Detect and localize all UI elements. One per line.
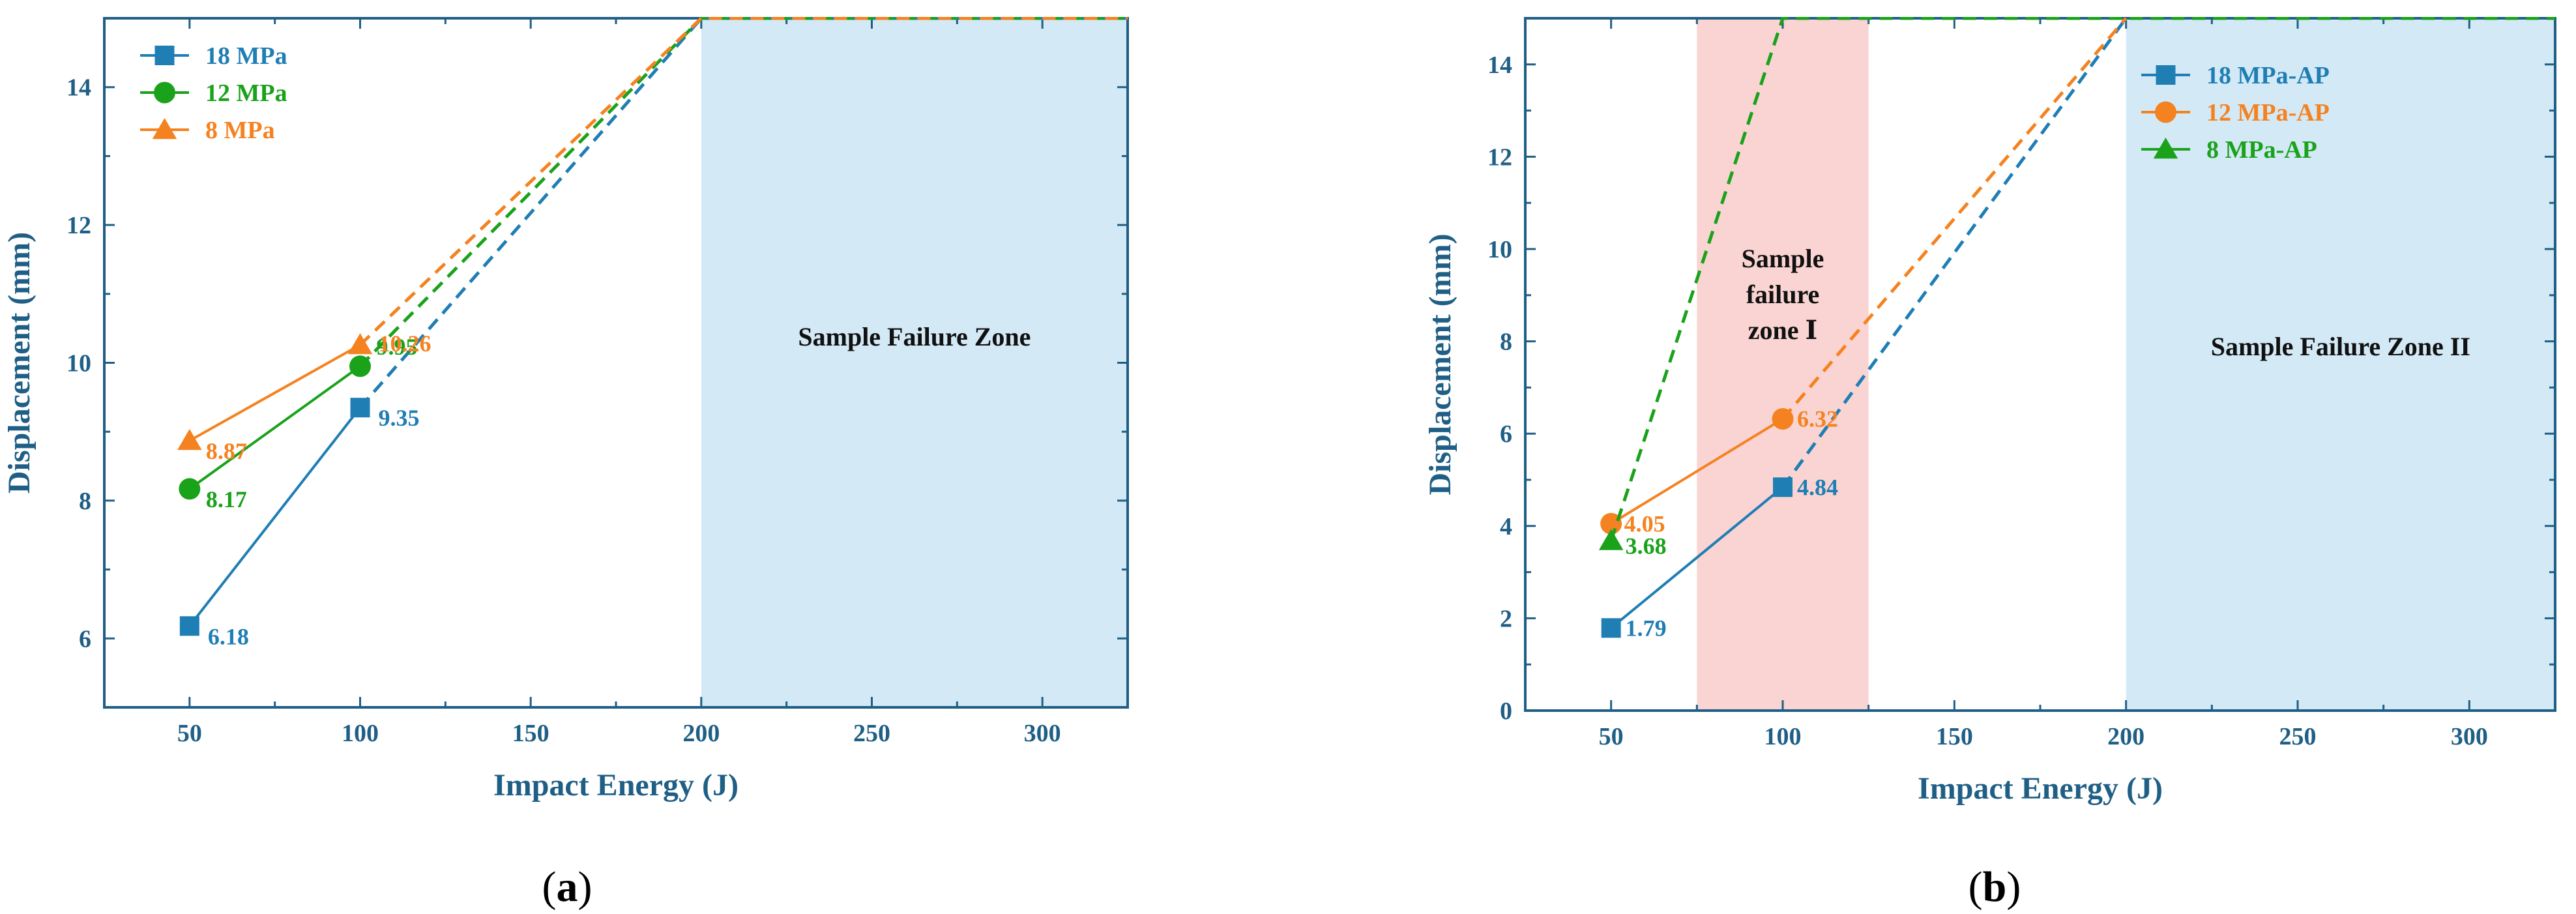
chart-panel-a: Sample Failure Zone 50 100 150 200 250 300 6 8 10… bbox=[2, 17, 1129, 803]
y-tick-label: 12 bbox=[1487, 143, 1512, 171]
zone-label: Sample Failure Zone bbox=[798, 322, 1031, 351]
legend-marker bbox=[2153, 138, 2178, 159]
x-tick-label: 150 bbox=[512, 720, 549, 747]
y-tick-label: 6 bbox=[79, 625, 91, 653]
data-label: 9.95 bbox=[377, 334, 418, 360]
extrapolation-line bbox=[359, 17, 1128, 368]
data-point bbox=[1598, 529, 1624, 550]
x-tick-label: 50 bbox=[1599, 723, 1624, 750]
series-18-mpa-ap: 1.79 4.84 bbox=[1601, 17, 2128, 641]
data-point bbox=[350, 398, 370, 418]
legend-marker bbox=[2155, 101, 2176, 123]
extrapolation-line bbox=[1781, 17, 2128, 420]
x-axis-title: Impact Energy (J) bbox=[493, 768, 739, 803]
y-axis-title: Displacement (mm) bbox=[1423, 233, 1457, 495]
panel-label-a-close: ) bbox=[578, 863, 593, 911]
data-label: 1.79 bbox=[1626, 615, 1667, 641]
panel-label-b: (b) bbox=[1969, 863, 2021, 911]
failure-zone bbox=[701, 18, 1128, 707]
data-point bbox=[1773, 477, 1793, 497]
y-tick-label: 14 bbox=[66, 74, 91, 102]
panel-label-a-open: ( bbox=[542, 863, 557, 911]
x-axis-title: Impact Energy (J) bbox=[1918, 771, 2163, 806]
legend-marker bbox=[154, 81, 175, 104]
series-line bbox=[188, 365, 361, 490]
x-tick-label: 300 bbox=[1024, 720, 1061, 747]
series-8-mpa-ap: 3.68 bbox=[1598, 17, 2555, 559]
panel-label-b-open: ( bbox=[1969, 863, 1983, 911]
data-point bbox=[347, 333, 373, 355]
data-point bbox=[179, 616, 199, 636]
data-label: 8.87 bbox=[206, 438, 247, 464]
zone-label: Sample Failure Zone II bbox=[2211, 332, 2470, 361]
y-tick-label: 8 bbox=[79, 488, 91, 515]
legend-marker bbox=[154, 46, 175, 65]
y-tick-label: 4 bbox=[1500, 513, 1512, 540]
data-point bbox=[177, 428, 202, 450]
data-label: 3.68 bbox=[1626, 533, 1667, 559]
series-line bbox=[188, 406, 362, 627]
y-tick-label: 8 bbox=[1500, 329, 1512, 356]
extrapolation-line bbox=[1781, 17, 2128, 488]
legend-entry: 18 MPa-AP bbox=[2206, 62, 2330, 89]
data-label: 6.32 bbox=[1797, 406, 1838, 432]
y-tick-label: 10 bbox=[66, 350, 91, 377]
legend-entry: 18 MPa bbox=[205, 42, 287, 70]
data-label: 10.26 bbox=[379, 331, 432, 357]
x-tick-label: 100 bbox=[1764, 723, 1802, 750]
y-tick-label: 10 bbox=[1487, 236, 1512, 263]
legend-entry: 8 MPa bbox=[205, 117, 275, 144]
x-tick-label: 300 bbox=[2451, 723, 2488, 750]
series-line bbox=[1610, 417, 1784, 525]
y-tick-label: 14 bbox=[1487, 52, 1512, 79]
zone-label: failure bbox=[1746, 280, 1820, 309]
panel-label-a-letter: a bbox=[557, 863, 578, 911]
x-tick-label: 200 bbox=[682, 720, 720, 747]
x-tick-label: 200 bbox=[2107, 723, 2144, 750]
zone-label: zone Ⅰ bbox=[1748, 316, 1817, 345]
data-label: 9.35 bbox=[379, 405, 420, 431]
x-tick-label: 250 bbox=[853, 720, 890, 747]
extrapolation-line bbox=[359, 17, 1128, 346]
x-tick-label: 250 bbox=[2279, 723, 2317, 750]
legend-entry: 12 MPa bbox=[205, 80, 287, 107]
legend-entry: 8 MPa-AP bbox=[2206, 136, 2317, 164]
series-12-mpa: 8.17 9.95 bbox=[179, 17, 1128, 512]
data-point bbox=[1772, 408, 1794, 430]
data-point bbox=[179, 478, 201, 500]
data-label: 8.17 bbox=[206, 486, 247, 512]
extrapolation-line bbox=[1609, 17, 2555, 542]
y-tick-label: 12 bbox=[66, 212, 91, 239]
legend: 18 MPa-AP 12 MPa-AP 8 MPa-AP bbox=[2141, 62, 2330, 164]
y-tick-label: 0 bbox=[1500, 698, 1512, 725]
y-tick-label: 6 bbox=[1500, 420, 1512, 448]
y-tick-label: 2 bbox=[1500, 605, 1512, 632]
panel-label-b-letter: b bbox=[1983, 863, 2007, 911]
zone-label: Sample bbox=[1742, 244, 1824, 273]
panel-label-a: (a) bbox=[542, 863, 593, 911]
series-line bbox=[188, 344, 361, 442]
legend: 18 MPa 12 MPa 8 MPa bbox=[140, 42, 287, 144]
x-tick-label: 150 bbox=[1936, 723, 1973, 750]
legend-marker bbox=[152, 118, 177, 140]
chart-panel-b: Sample failure zone Ⅰ Sample Failure Zone I… bbox=[1423, 17, 2556, 806]
x-tick-label: 100 bbox=[342, 720, 379, 747]
y-axis-title: Displacement (mm) bbox=[2, 232, 37, 494]
data-point bbox=[349, 355, 371, 377]
x-tick-label: 50 bbox=[177, 720, 202, 747]
failure-zone bbox=[1697, 18, 1869, 711]
data-label: 6.18 bbox=[208, 623, 249, 649]
legend-marker bbox=[2156, 65, 2176, 85]
data-point bbox=[1601, 618, 1621, 638]
panel-label-b-close: ) bbox=[2006, 863, 2021, 911]
failure-zone bbox=[2126, 18, 2555, 711]
legend-entry: 12 MPa-AP bbox=[2206, 99, 2330, 126]
data-label: 4.05 bbox=[1624, 510, 1665, 537]
data-label: 4.84 bbox=[1797, 474, 1838, 500]
series-line bbox=[1610, 486, 1784, 629]
series-8-mpa: 8.87 10.26 bbox=[177, 17, 1128, 464]
